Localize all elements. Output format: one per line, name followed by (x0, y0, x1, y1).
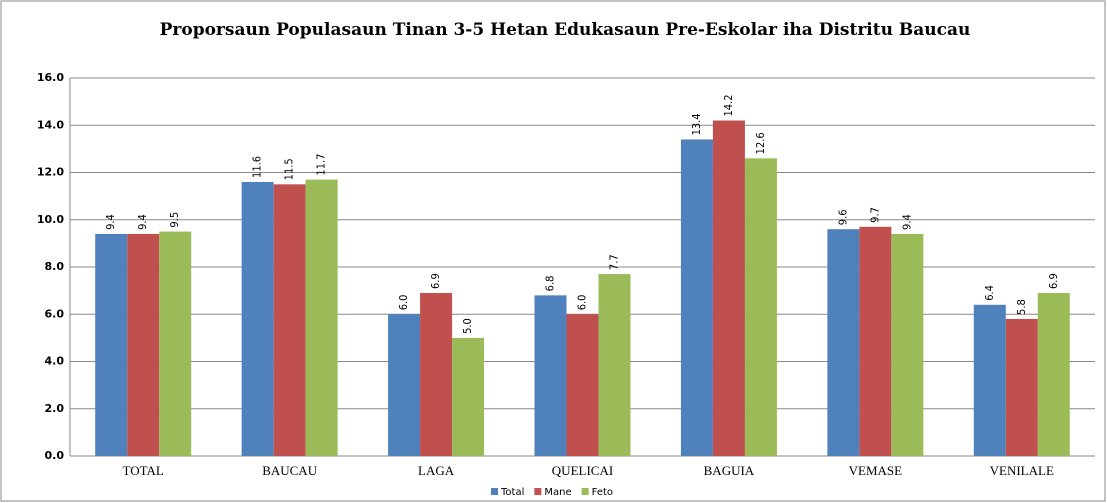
x-tick-label: LAGA (418, 463, 455, 478)
data-label: 9.7 (868, 207, 881, 223)
y-tick-label: 14.0 (37, 118, 64, 131)
bar (452, 337, 485, 456)
data-label: 11.5 (283, 158, 296, 180)
legend-label: Total (500, 487, 524, 498)
bar (680, 139, 713, 457)
bar (534, 295, 567, 456)
y-tick-label: 4.0 (45, 355, 65, 368)
data-label: 11.6 (251, 156, 264, 178)
data-label: 5.0 (461, 318, 474, 334)
data-label: 6.4 (983, 285, 996, 301)
legend-swatch (581, 488, 589, 495)
bar (712, 120, 745, 457)
data-label: 12.6 (754, 132, 767, 154)
data-label: 6.0 (576, 295, 589, 311)
data-label: 6.9 (429, 273, 442, 289)
y-tick-label: 12.0 (37, 166, 64, 179)
x-tick-label: BAUCAU (262, 463, 318, 478)
data-label: 6.0 (397, 295, 410, 311)
bar (598, 274, 631, 456)
bar (273, 184, 306, 456)
data-label: 9.6 (836, 209, 849, 225)
data-label: 6.9 (1047, 273, 1060, 289)
x-tick-label: VENILALE (990, 463, 1054, 478)
bar (566, 314, 599, 456)
data-label: 6.8 (544, 276, 557, 292)
bar (127, 233, 160, 456)
bar (973, 304, 1006, 456)
data-label: 13.4 (690, 113, 703, 135)
data-label: 9.4 (900, 214, 913, 230)
bar (388, 314, 421, 456)
data-label: 5.8 (1015, 299, 1028, 315)
bar (744, 158, 777, 456)
data-label: 9.4 (104, 214, 117, 230)
bar (1037, 292, 1070, 456)
y-tick-label: 0.0 (45, 449, 65, 462)
bar (859, 226, 892, 456)
y-tick-label: 2.0 (45, 402, 65, 415)
chart-title: Proporsaun Populasaun Tinan 3-5 Hetan Ed… (159, 20, 971, 40)
data-label: 9.5 (168, 212, 181, 228)
bar (159, 231, 192, 456)
bar (305, 179, 338, 456)
bar (420, 292, 453, 456)
x-tick-label: BAGUIA (704, 463, 755, 478)
bar (1005, 318, 1038, 456)
data-label: 14.2 (722, 94, 735, 116)
y-tick-label: 8.0 (45, 260, 65, 273)
x-tick-label: TOTAL (123, 463, 164, 478)
data-label: 7.7 (608, 254, 621, 270)
y-tick-label: 6.0 (45, 307, 65, 320)
y-tick-label: 16.0 (37, 71, 64, 84)
legend-label: Feto (592, 487, 613, 498)
bar (827, 229, 860, 456)
x-tick-label: VEMASE (849, 463, 903, 478)
legend-swatch (534, 488, 542, 495)
legend-swatch (491, 488, 498, 495)
data-label: 9.4 (136, 214, 149, 230)
bar (241, 181, 274, 456)
x-tick-label: QUELICAI (552, 463, 613, 478)
legend-label: Mane (544, 487, 571, 498)
bar (95, 233, 128, 456)
bar (891, 233, 924, 456)
data-label: 11.7 (315, 154, 328, 176)
y-tick-label: 10.0 (37, 213, 64, 226)
